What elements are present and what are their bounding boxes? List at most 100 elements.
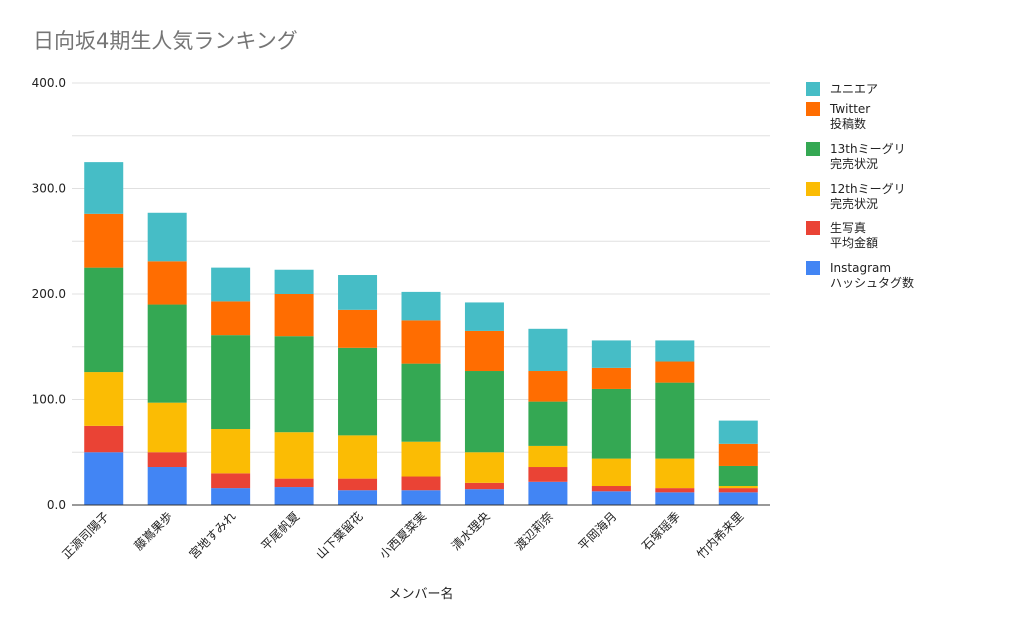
bar-segment [84,162,124,214]
bar-segment [591,340,631,368]
x-tick-label: 藤嶌果歩 [131,509,176,554]
bar-segment [655,340,695,362]
legend-label: 13thミーグリ完売状況 [830,142,906,171]
bar-segment [274,269,314,294]
legend-swatch [806,182,820,196]
bar-segment [528,481,568,505]
bar-segment [211,488,251,505]
y-tick-label: 300.0 [32,182,66,196]
legend-swatch [806,82,820,96]
bar-segment [211,267,251,302]
bar-segment [274,487,314,505]
bar-segment [464,302,504,331]
legend-label: ユニエア [830,82,878,96]
y-tick-label: 200.0 [32,287,66,301]
bar-segment [401,320,441,364]
bar-segment [718,488,758,493]
bar-segment [464,452,504,483]
legend-swatch [806,221,820,235]
bar-segment [464,489,504,505]
bar-segment [211,301,251,336]
legend-label: Twitter 投稿数 [829,102,870,131]
y-tick-label: 400.0 [32,76,66,90]
legend-label: 生写真平均金額 [830,221,878,250]
x-tick-label: 山下葉留花 [313,509,366,562]
bar-segment [84,425,124,453]
bar-segment [211,335,251,430]
bar-segment [274,336,314,433]
bar-segment [718,443,758,466]
bar-segment [655,492,695,505]
bar-segment [338,309,378,348]
bar-segment [338,478,378,491]
legend: ユニエア Twitter 投稿数 13thミーグリ完売状況 12thミーグリ完売状況生写… [806,82,914,290]
x-axis-title: メンバー名 [388,586,453,602]
bar-segment [528,371,568,402]
bar-segment [147,261,187,305]
x-tick-label: 石塚瑶季 [639,509,683,553]
bar-segment [338,435,378,479]
x-tick-label: 平尾帆夏 [258,509,303,554]
bar-segment [718,420,758,444]
bar-segment [528,467,568,482]
bar-segment [464,371,504,453]
bar-segment [84,452,124,505]
bar-segment [401,363,441,442]
x-tick-label: 渡辺莉奈 [511,509,556,554]
bar-segment [147,467,187,505]
x-tick-label: 小西夏菜実 [376,509,429,562]
bar-segment [147,452,187,468]
legend-label: 12thミーグリ完売状況 [830,182,906,211]
chart-title: 日向坂4期生人気ランキング [33,29,298,53]
bar-segment [528,328,568,372]
bar-segment [655,458,695,489]
bar-segment [84,267,124,373]
bar-segment [401,490,441,505]
bar-segment [147,304,187,403]
bar-segment [274,432,314,479]
bar-segment [147,212,187,262]
y-tick-label: 0.0 [47,498,66,512]
bar-segment [655,488,695,493]
bar-segment [84,372,124,426]
bar-segment [464,330,504,372]
y-tick-label: 100.0 [32,393,66,407]
x-tick-label: 清水理央 [449,509,493,553]
bar-segment [84,213,124,268]
bar-segment [401,291,441,321]
legend-swatch [806,142,820,156]
bars [84,162,758,505]
bar-segment [338,275,378,310]
bar-segment [655,361,695,383]
bar-segment [401,476,441,491]
bar-segment [591,367,631,389]
bar-segment [274,294,314,337]
legend-swatch [806,102,820,116]
bar-segment [147,402,187,453]
bar-segment [401,441,441,477]
bar-segment [718,465,758,487]
bar-segment [211,473,251,489]
bar-segment [528,445,568,468]
bar-segment [655,382,695,459]
y-axis-ticks: 0.0 100.0 200.0 300.0 400.0 [32,76,66,512]
bar-segment [528,401,568,446]
bar-segment [718,492,758,505]
bar-segment [591,491,631,505]
bar-segment [274,478,314,488]
legend-label: Instagram ハッシュタグ数 [830,261,914,290]
bar-segment [591,388,631,459]
x-tick-label: 宮地すみれ [186,509,239,562]
bar-segment [464,482,504,490]
bar-segment [591,486,631,492]
bar-segment [718,486,758,489]
bar-segment [211,429,251,474]
x-axis-category-labels: 正源司陽子 藤嶌果歩 宮地すみれ 平尾帆夏 山下葉留花 小西夏菜実 清水理央 渡辺莉奈 平岡海月… [60,509,747,562]
x-tick-label: 平岡海月 [575,509,620,554]
bar-segment [591,458,631,487]
bar-segment [338,347,378,436]
legend-swatch [806,261,820,275]
x-tick-label: 正源司陽子 [60,509,112,561]
x-tick-label: 竹内希来里 [693,509,746,562]
